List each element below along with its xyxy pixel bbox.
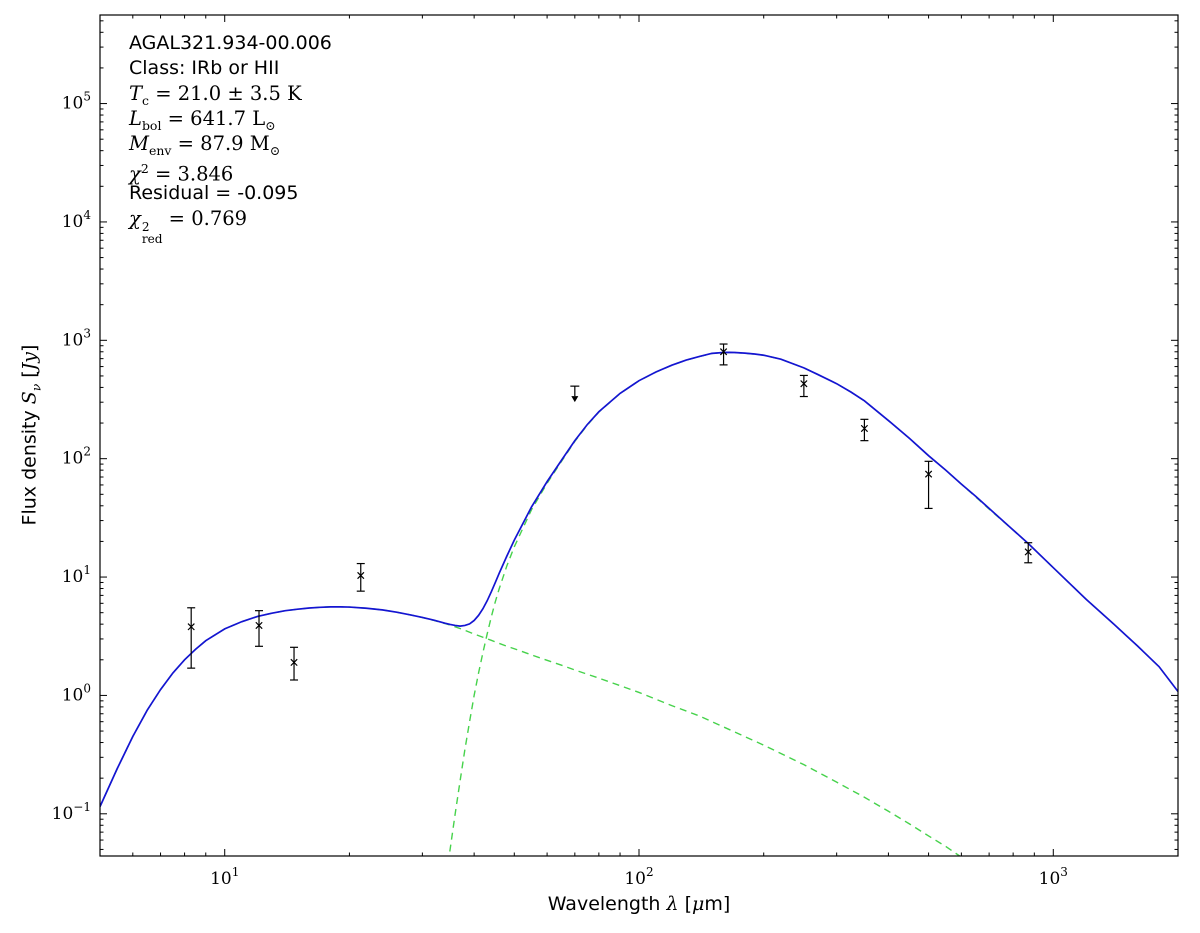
- y-tick-label: 101: [62, 563, 91, 587]
- text-segment: [: [18, 370, 41, 384]
- text-segment: = 641.7 L: [161, 107, 266, 130]
- data-point: [1024, 542, 1033, 564]
- annotation-line-3: Tc = 21.0 ± 3.5 K: [129, 81, 332, 108]
- text-segment: = 0.769: [162, 207, 248, 230]
- y-tick-label: 105: [62, 90, 91, 114]
- text-segment: Wavelength: [547, 893, 667, 915]
- text-segment: T: [129, 82, 143, 105]
- text-segment: bol: [141, 117, 162, 133]
- annotation-line-4: Lbol = 641.7 L⊙: [129, 106, 332, 133]
- text-segment: L: [129, 107, 142, 130]
- data-point: [187, 607, 196, 669]
- text-segment: = 21.0 ± 3.5 K: [149, 82, 302, 105]
- data-point: [255, 610, 264, 647]
- text-segment: χ: [129, 162, 141, 186]
- text-segment: ν: [29, 383, 44, 392]
- y-tick-label: 10−1: [52, 800, 91, 824]
- upper-limit-point: [570, 385, 580, 403]
- text-segment: 2 red: [141, 220, 163, 247]
- annotation-line-6: χ2 = 3.846: [129, 156, 332, 186]
- annotation-line-2: Class: IRb or HII: [129, 56, 332, 81]
- y-tick-label: 100: [62, 681, 91, 705]
- data-point: [290, 646, 299, 681]
- text-segment: Residual = -0.095: [129, 182, 299, 204]
- text-segment: [: [678, 893, 692, 915]
- text-segment: = 87.9 M: [171, 132, 270, 155]
- y-tick-label: 104: [62, 208, 92, 232]
- text-segment: 2: [140, 161, 149, 176]
- text-segment: χ: [129, 207, 141, 230]
- data-point: [924, 460, 933, 510]
- data-point: [719, 343, 728, 366]
- y-axis-label: Flux density Sν [Jy]: [19, 345, 44, 526]
- text-segment: λ: [666, 893, 679, 915]
- text-segment: M: [129, 132, 149, 155]
- text-segment: S: [18, 391, 41, 405]
- text-segment: Flux density: [18, 404, 41, 526]
- x-tick-label: 102: [624, 865, 653, 889]
- text-segment: Class: IRb or HII: [129, 57, 280, 79]
- x-tick-label: 103: [1039, 865, 1068, 889]
- annotation-line-8: χ 2 red = 0.769: [129, 206, 332, 246]
- text-segment: Jy: [18, 351, 41, 371]
- text-segment: μ: [691, 893, 705, 915]
- y-tick-label: 102: [62, 445, 91, 469]
- warm-component-curve: [100, 606, 961, 856]
- text-segment: ⊙: [269, 142, 281, 158]
- data-point: [860, 418, 869, 442]
- data-point: [799, 374, 808, 398]
- total-model-curve: [100, 351, 1178, 807]
- text-segment: c: [142, 92, 149, 108]
- x-tick-label: 101: [210, 865, 239, 889]
- cold-component-curve: [448, 351, 1178, 856]
- text-segment: m]: [704, 893, 731, 915]
- text-segment: AGAL321.934-00.006: [129, 32, 332, 54]
- data-point: [356, 562, 365, 592]
- text-segment: = 3.846: [148, 162, 234, 186]
- plot-frame: [99, 14, 1179, 857]
- annotation-block: AGAL321.934-00.006 Class: IRb or HII Tc = …: [129, 31, 332, 246]
- annotation-line-5: Menv = 87.9 M⊙: [129, 131, 332, 158]
- annotation-line-1: AGAL321.934-00.006: [129, 31, 332, 56]
- text-segment: env: [148, 142, 172, 158]
- x-axis-label: Wavelength λ [μm]: [100, 893, 1178, 915]
- annotation-line-7: Residual = -0.095: [129, 181, 332, 206]
- y-tick-label: 103: [62, 326, 91, 350]
- text-segment: ⊙: [265, 117, 276, 133]
- text-segment: ]: [18, 344, 41, 352]
